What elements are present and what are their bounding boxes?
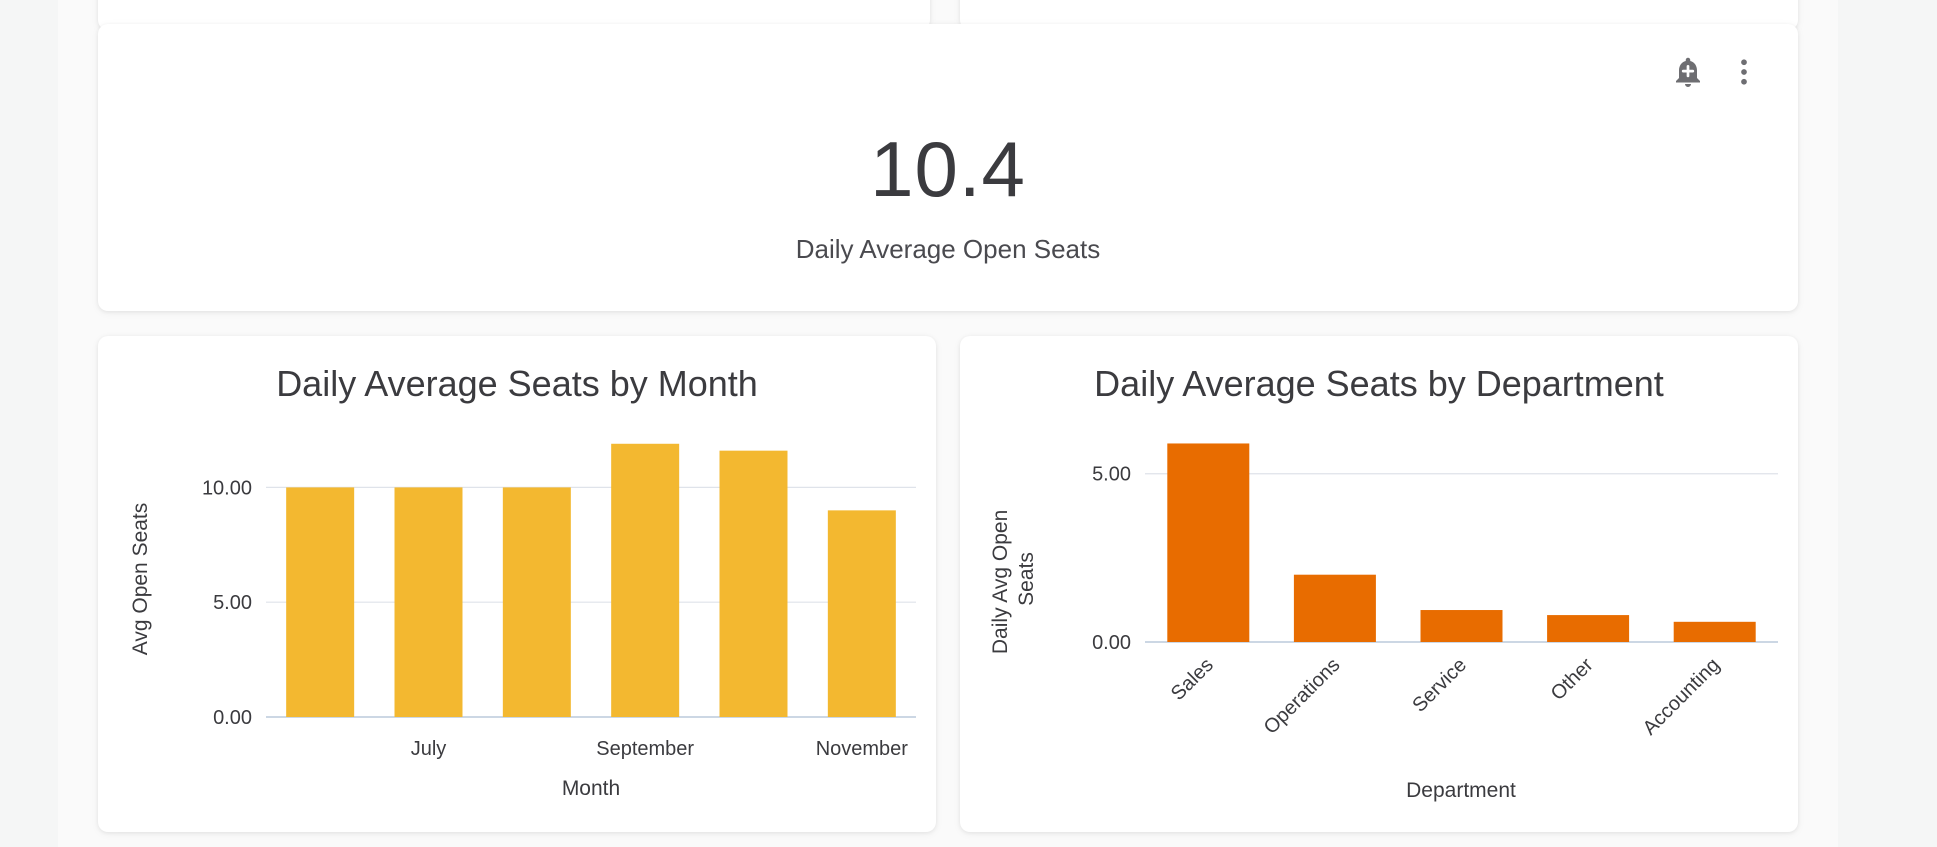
department-bar-chart: Daily Average Seats by Department Daily … bbox=[989, 363, 1778, 802]
chart-title: Daily Average Seats by Department bbox=[1094, 363, 1664, 404]
y-axis-label-line-1: Daily Avg Open bbox=[989, 510, 1012, 654]
department-chart-card: Daily Average Seats by Department Daily … bbox=[960, 336, 1798, 832]
y-tick-label: 10.00 bbox=[202, 477, 252, 499]
more-vertical-icon[interactable] bbox=[1726, 54, 1762, 90]
x-tick-label: Accounting bbox=[1639, 654, 1725, 740]
y-tick-label: 5.00 bbox=[213, 592, 252, 614]
x-tick-label: November bbox=[816, 738, 909, 760]
bar[interactable] bbox=[1420, 610, 1503, 642]
bar[interactable] bbox=[827, 510, 896, 717]
x-tick-label: September bbox=[596, 738, 694, 760]
x-tick-label: Service bbox=[1408, 654, 1471, 717]
x-tick-label: Other bbox=[1547, 654, 1598, 705]
y-axis-label: Daily Avg Open Seats bbox=[989, 504, 1038, 654]
kpi-card: 10.4 Daily Average Open Seats bbox=[98, 24, 1798, 311]
x-tick-label: Operations bbox=[1260, 654, 1345, 739]
bar[interactable] bbox=[1293, 574, 1376, 642]
month-chart-card: Daily Average Seats by Month Avg Open Se… bbox=[98, 336, 936, 832]
y-axis-label-group: Daily Avg Open Seats bbox=[989, 504, 1038, 654]
y-axis-label-line-2: Seats bbox=[1015, 552, 1038, 606]
y-axis-label: Avg Open Seats bbox=[129, 503, 152, 656]
y-tick-label: 0.00 bbox=[213, 707, 252, 729]
bar[interactable] bbox=[1673, 621, 1756, 642]
kpi-value: 10.4 bbox=[870, 125, 1026, 213]
bar[interactable] bbox=[286, 487, 355, 717]
x-tick-label: Sales bbox=[1167, 654, 1218, 705]
x-tick-label: July bbox=[411, 738, 447, 760]
chart-title: Daily Average Seats by Month bbox=[276, 363, 758, 404]
y-tick-label: 0.00 bbox=[1092, 632, 1131, 654]
y-tick-label: 5.00 bbox=[1092, 464, 1131, 486]
kpi-label: Daily Average Open Seats bbox=[795, 234, 1101, 264]
x-axis-label: Month bbox=[562, 777, 620, 800]
bar[interactable] bbox=[719, 450, 788, 717]
month-bar-chart: Daily Average Seats by Month Avg Open Se… bbox=[129, 363, 916, 800]
bell-plus-icon[interactable] bbox=[1670, 54, 1706, 90]
bar[interactable] bbox=[1547, 615, 1630, 642]
bar[interactable] bbox=[1167, 443, 1250, 642]
bar[interactable] bbox=[611, 443, 680, 717]
bar[interactable] bbox=[502, 487, 571, 717]
x-axis-label: Department bbox=[1406, 779, 1516, 802]
bar[interactable] bbox=[394, 487, 463, 717]
